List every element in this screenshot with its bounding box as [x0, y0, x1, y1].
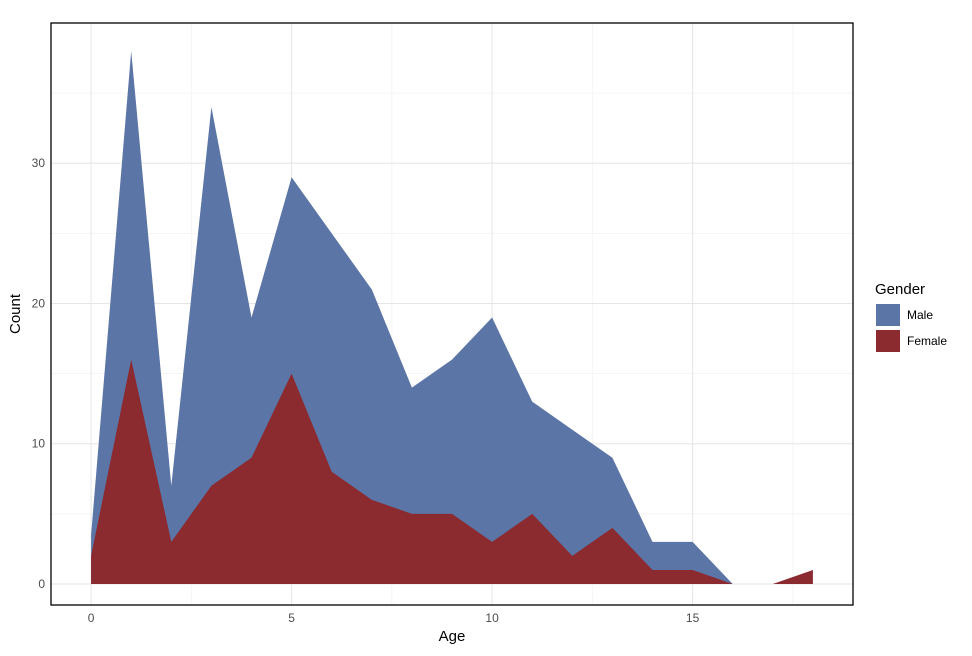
- x-tick-label: 10: [485, 611, 499, 625]
- y-axis-title: Count: [7, 293, 24, 334]
- y-tick-labels: 0 10 20 30: [32, 156, 46, 591]
- x-tick-label: 0: [88, 611, 95, 625]
- plot-panel-border: [50, 22, 854, 606]
- legend-label-female: Female: [907, 334, 947, 348]
- legend-swatch-female: [876, 330, 900, 352]
- x-axis-title: Age: [439, 628, 466, 645]
- area-male: [91, 51, 733, 584]
- x-tick-label: 15: [686, 611, 700, 625]
- y-tick-label: 20: [32, 296, 46, 310]
- y-tick-label: 10: [32, 437, 46, 451]
- legend: Gender Male Female: [875, 281, 947, 352]
- x-tick-labels: 0 5 10 15: [88, 611, 700, 625]
- series-areas: [91, 51, 813, 584]
- y-tick-label: 30: [32, 156, 46, 170]
- x-tick-label: 5: [288, 611, 295, 625]
- legend-title: Gender: [875, 281, 925, 298]
- legend-swatch-male: [876, 304, 900, 326]
- area-female: [91, 359, 813, 584]
- legend-label-male: Male: [907, 308, 933, 322]
- y-tick-label: 0: [38, 577, 45, 591]
